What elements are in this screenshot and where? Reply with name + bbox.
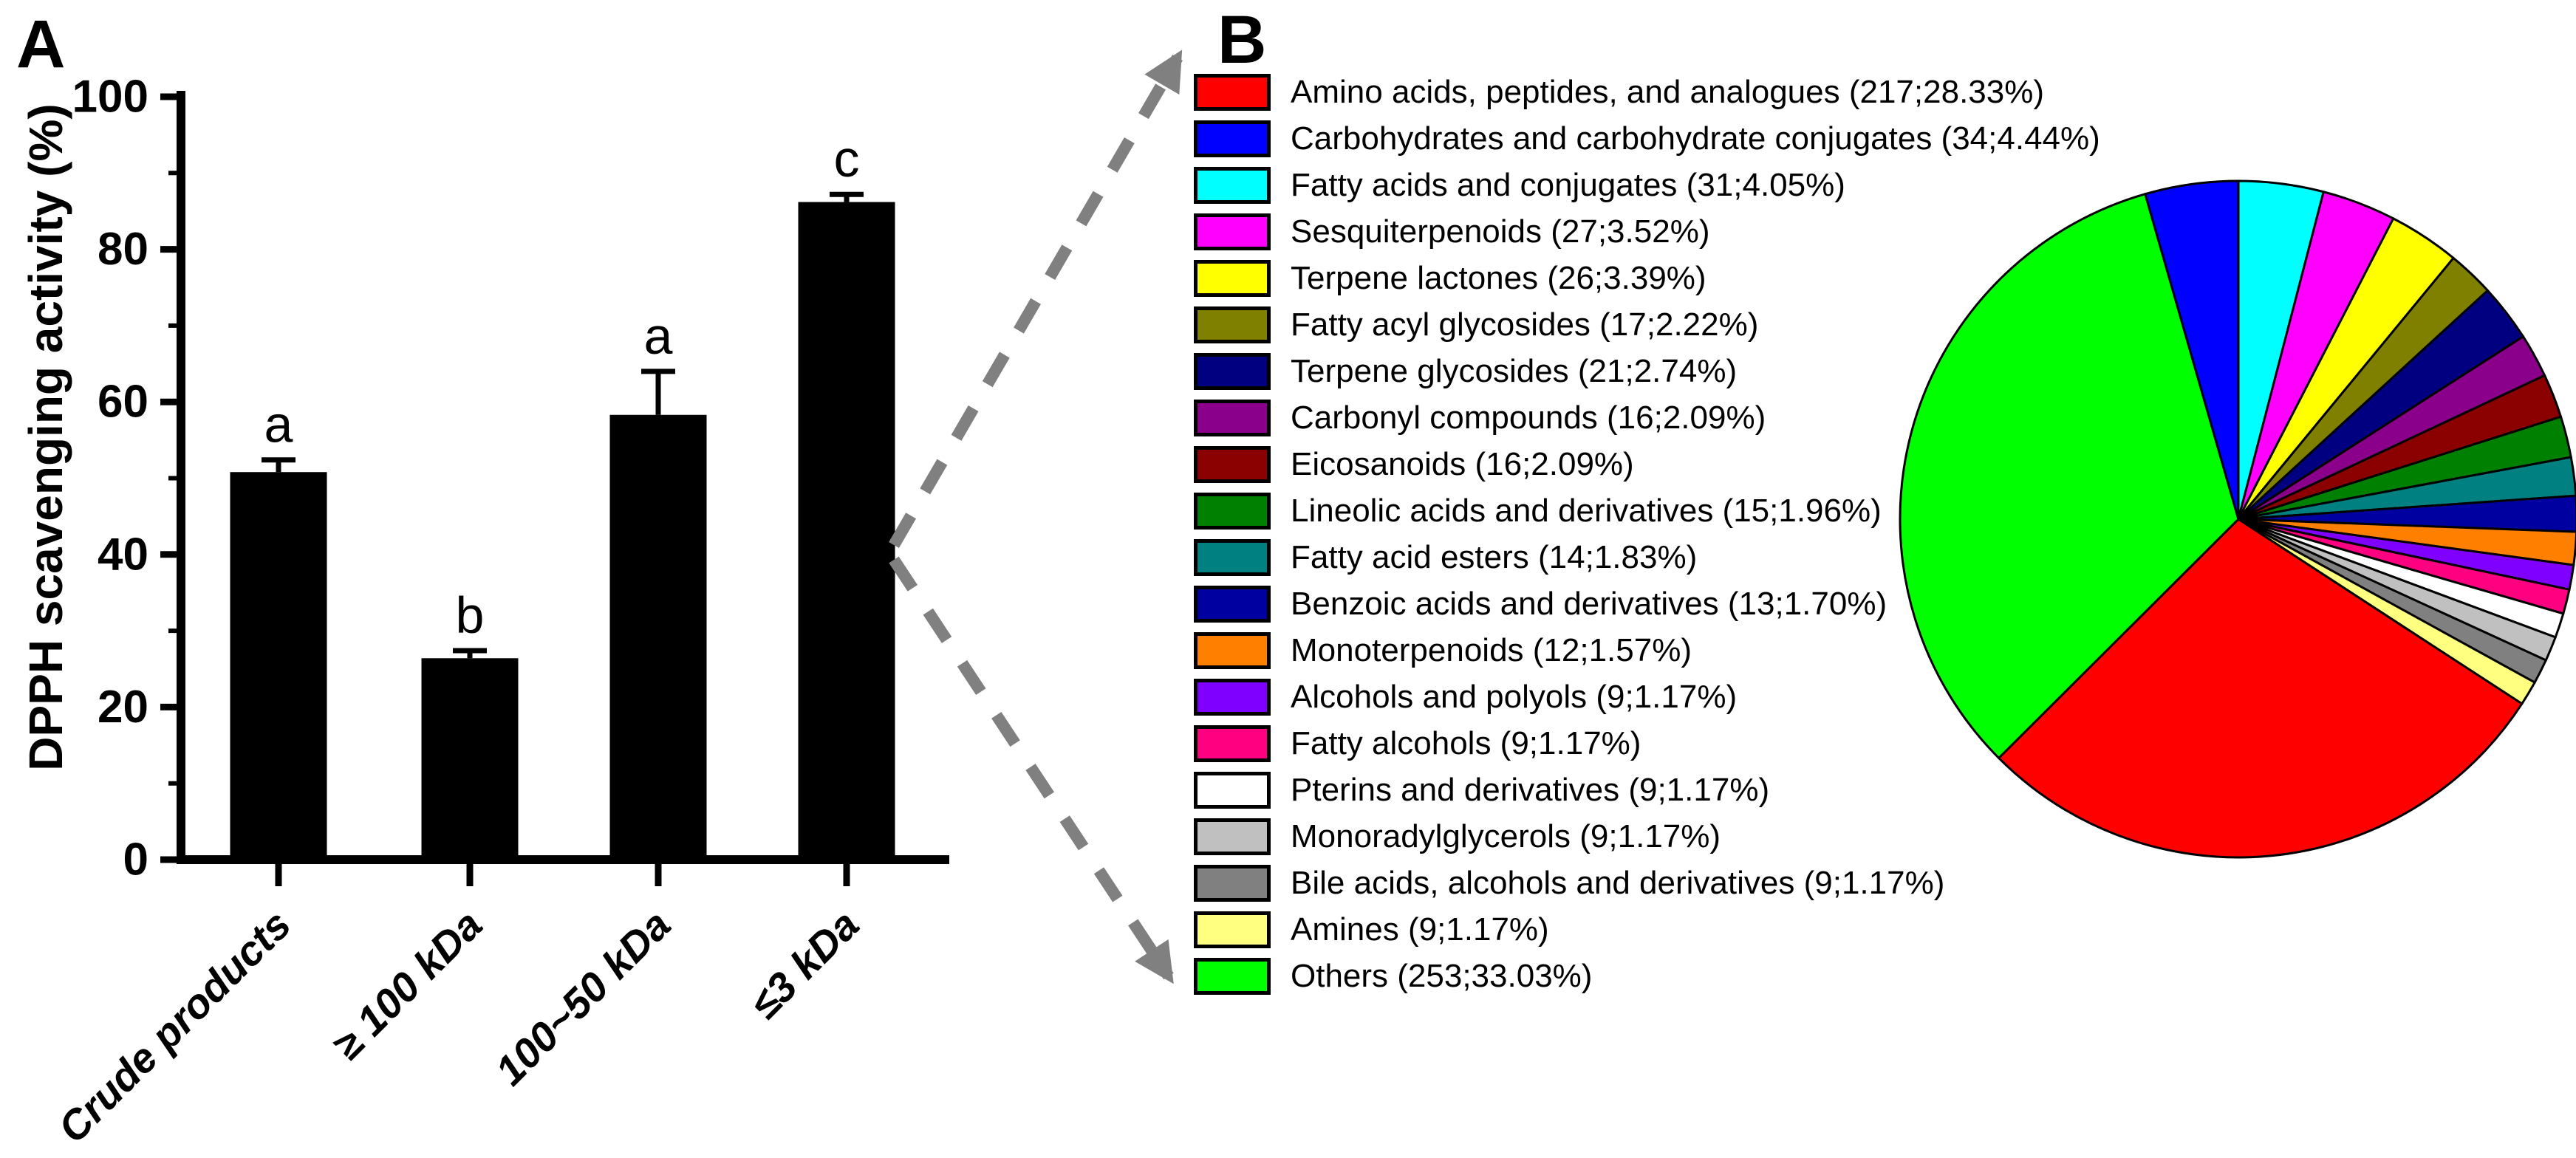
legend-item-label: Carbonyl compounds (16;2.09%) [1291, 400, 1766, 436]
legend-item-label: Monoterpenoids (12;1.57%) [1291, 632, 1692, 668]
legend-color-swatch [1194, 167, 1271, 204]
panel-b-label: B [1217, 2, 1267, 78]
significance-letter: a [644, 307, 673, 365]
legend-color-swatch [1194, 74, 1271, 111]
legend-item-label: Benzoic acids and derivatives (13;1.70%) [1291, 586, 1887, 622]
legend-color-swatch [1194, 586, 1271, 623]
legend-color-swatch [1194, 911, 1271, 948]
legend-color-swatch [1194, 539, 1271, 576]
pie-slice [2144, 179, 2240, 520]
significance-letter: c [834, 130, 860, 188]
pie-slice [1899, 192, 2240, 760]
legend-color-swatch [1194, 493, 1271, 530]
legend-color-swatch [1194, 725, 1271, 762]
legend-color-swatch [1194, 958, 1271, 995]
y-tick-label: 0 [123, 835, 148, 885]
legend-color-swatch [1194, 260, 1271, 297]
y-tick-label: 20 [98, 682, 148, 733]
legend-item-label: Fatty acids and conjugates (31;4.05%) [1291, 167, 1845, 203]
legend-item-label: Bile acids, alcohols and derivatives (9;… [1291, 865, 1945, 901]
legend-item-label: Fatty acyl glycosides (17;2.22%) [1291, 306, 1759, 343]
legend-item-label: Terpene lactones (26;3.39%) [1291, 260, 1706, 296]
legend-item-label: Eicosanoids (16;2.09%) [1291, 446, 1634, 482]
y-tick-label: 40 [98, 529, 148, 580]
bar [609, 414, 707, 860]
legend-item-label: Pterins and derivatives (9;1.17%) [1291, 772, 1770, 808]
significance-letter: b [456, 586, 485, 644]
legend-color-swatch [1194, 213, 1271, 250]
y-tick-label: 60 [98, 377, 148, 428]
legend-item-label: Fatty acid esters (14;1.83%) [1291, 539, 1698, 575]
legend-item-label: Carbohydrates and carbohydrate conjugate… [1291, 120, 2100, 157]
y-tick-label: 80 [98, 224, 148, 275]
bar [230, 472, 327, 860]
legend-item-label: Sesquiterpenoids (27;3.52%) [1291, 213, 1710, 250]
legend-color-swatch [1194, 865, 1271, 902]
panel-a-label: A [16, 7, 66, 82]
bar [421, 658, 519, 860]
legend-color-swatch [1194, 632, 1271, 669]
legend-color-swatch [1194, 353, 1271, 390]
bar [798, 202, 895, 860]
legend-color-swatch [1194, 679, 1271, 716]
dashed-arrow-to-legend-bottom [889, 556, 1174, 984]
legend-color-swatch [1194, 446, 1271, 483]
y-tick-label: 100 [72, 72, 148, 123]
pie-slice [1997, 518, 2524, 859]
legend-item-label: Others (253;33.03%) [1291, 958, 1593, 994]
legend-item-label: Fatty alcohols (9;1.17%) [1291, 725, 1641, 761]
legend-item-label: Amino acids, peptides, and analogues (21… [1291, 74, 2045, 110]
legend-item-label: Terpene glycosides (21;2.74%) [1291, 353, 1738, 389]
legend-item-label: Lineolic acids and derivatives (15;1.96%… [1291, 493, 1882, 529]
significance-letter: a [264, 396, 293, 453]
legend-color-swatch [1194, 400, 1271, 436]
legend-color-swatch [1194, 306, 1271, 343]
dashed-arrow-to-legend-top [889, 49, 1183, 549]
legend-item-label: Monoradylglycerols (9;1.17%) [1291, 818, 1721, 854]
legend-item-label: Alcohols and polyols (9;1.17%) [1291, 679, 1738, 715]
legend-color-swatch [1194, 772, 1271, 809]
legend-color-swatch [1194, 120, 1271, 157]
legend-item-label: Amines (9;1.17%) [1291, 911, 1549, 948]
legend-color-swatch [1194, 818, 1271, 855]
